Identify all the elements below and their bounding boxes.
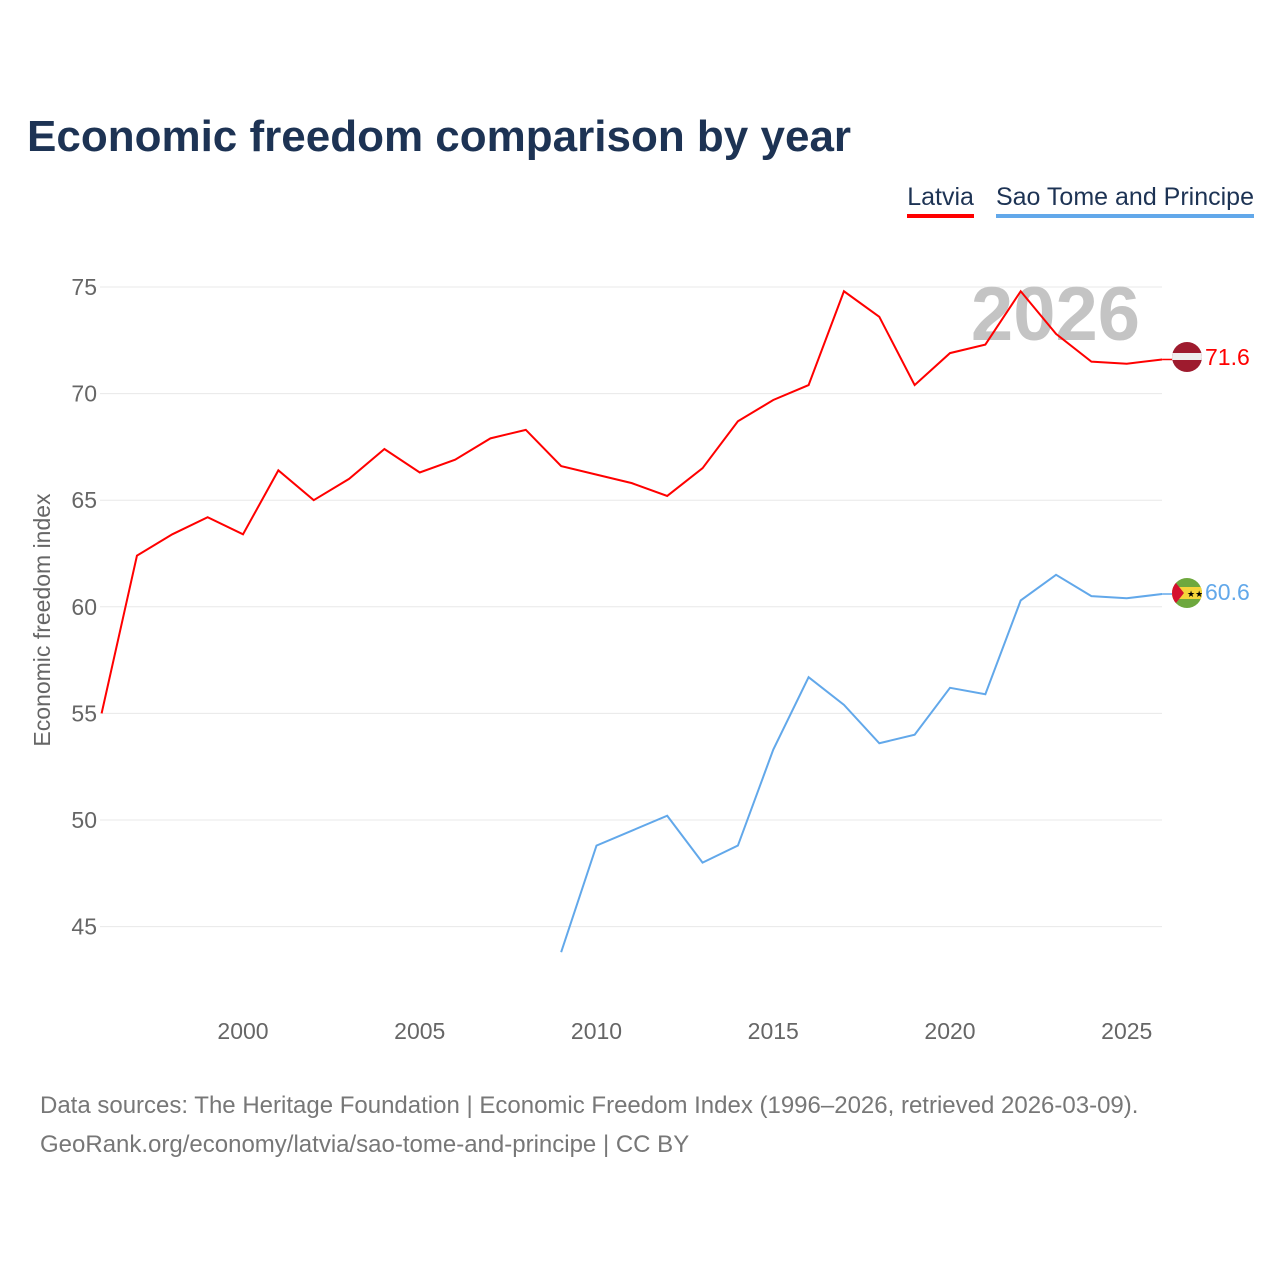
chart-title: Economic freedom comparison by year xyxy=(27,112,852,161)
x-tick-label: 2025 xyxy=(1101,1018,1152,1044)
x-tick-label: 2010 xyxy=(571,1018,622,1044)
legend: Latvia Sao Tome and Principe xyxy=(907,183,1254,218)
y-tick-label: 75 xyxy=(71,274,97,300)
latvia-flag-icon xyxy=(1172,342,1202,372)
y-tick-label: 60 xyxy=(71,594,97,620)
source-note: Data sources: The Heritage Foundation | … xyxy=(40,1086,1138,1164)
series-line-sao-tome xyxy=(560,573,1163,953)
y-tick-label: 70 xyxy=(71,381,97,407)
source-line-2[interactable]: GeoRank.org/economy/latvia/sao-tome-and-… xyxy=(40,1131,690,1158)
y-tick-label: 50 xyxy=(71,807,97,833)
y-tick-label: 55 xyxy=(71,700,97,726)
legend-latvia[interactable]: Latvia xyxy=(907,183,974,218)
source-line-1: Data sources: The Heritage Foundation | … xyxy=(40,1092,1139,1119)
y-axis-label: Economic freedom index xyxy=(29,493,55,747)
x-tick-label: 2000 xyxy=(217,1018,268,1044)
y-tick-label: 45 xyxy=(71,914,97,940)
legend-sao-tome[interactable]: Sao Tome and Principe xyxy=(995,183,1254,218)
latvia-end-label: 71.6 xyxy=(1205,344,1250,370)
sao-tome-end-label: 60.6 xyxy=(1205,579,1250,605)
y-tick-label: 65 xyxy=(71,487,97,513)
x-tick-label: 2020 xyxy=(924,1018,975,1044)
series-line-latvia xyxy=(100,289,1163,714)
year-watermark: 2026 xyxy=(971,272,1140,357)
x-tick-label: 2015 xyxy=(748,1018,799,1044)
x-tick-label: 2005 xyxy=(394,1018,445,1044)
sao-tome-flag-icon: ★★ xyxy=(1172,578,1203,608)
svg-text:★★: ★★ xyxy=(1187,589,1203,599)
